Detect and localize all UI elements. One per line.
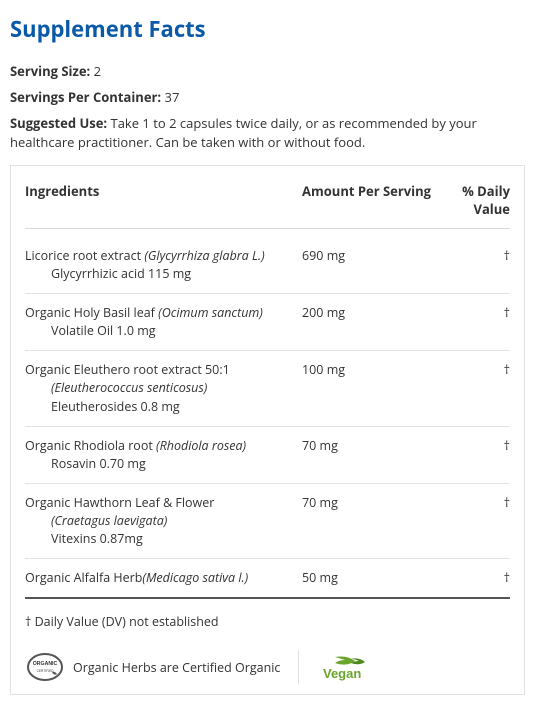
table-row: Licorice root extract (Glycyrrhiza glabr… <box>25 237 510 294</box>
ingredient-name: Organic Holy Basil leaf <box>25 304 158 321</box>
ingredient-latin: (Ocimum sanctum) <box>158 304 263 321</box>
ingredient-latin: (Medicago sativa l.) <box>142 569 248 586</box>
suggested-use-label: Suggested Use: <box>10 114 107 132</box>
organic-cert: ORGANIC CERTIFIED Organic Herbs are Cert… <box>25 650 280 684</box>
ingredient-subline: (Eleutherococcus senticosus) <box>25 379 294 397</box>
ingredient-latin: (Rhodiola rosea) <box>156 437 246 454</box>
ingredient-cell: Organic Eleuthero root extract 50:1(Eleu… <box>25 361 302 415</box>
vegan-cert: Vegan <box>317 653 373 681</box>
amount-cell: 70 mg <box>302 437 452 473</box>
table-row: Organic Holy Basil leaf (Ocimum sanctum)… <box>25 294 510 351</box>
ingredient-subline: Volatile Oil 1.0 mg <box>25 322 294 340</box>
amount-cell: 100 mg <box>302 361 452 415</box>
table-row: Organic Rhodiola root (Rhodiola rosea)Ro… <box>25 427 510 484</box>
dv-cell: † <box>452 437 510 473</box>
ingredient-subline: (Craetagus laevigata) <box>25 512 294 530</box>
dv-cell: † <box>452 494 510 548</box>
ingredient-name: Organic Alfalfa Herb <box>25 569 142 586</box>
header-ingredients: Ingredients <box>25 182 302 218</box>
dv-cell: † <box>452 569 510 587</box>
page-title: Supplement Facts <box>10 14 525 44</box>
amount-cell: 690 mg <box>302 247 452 283</box>
header-dv: % Daily Value <box>452 182 510 218</box>
table-header-row: Ingredients Amount Per Serving % Daily V… <box>25 182 510 229</box>
ingredient-cell: Organic Holy Basil leaf (Ocimum sanctum)… <box>25 304 302 340</box>
dv-cell: † <box>452 361 510 415</box>
certifications-row: ORGANIC CERTIFIED Organic Herbs are Cert… <box>25 644 510 684</box>
ingredient-name: Licorice root extract <box>25 247 144 264</box>
cert-divider <box>298 650 299 684</box>
dv-cell: † <box>452 304 510 340</box>
amount-cell: 70 mg <box>302 494 452 548</box>
dv-footnote: † Daily Value (DV) not established <box>25 599 510 644</box>
ingredient-name: Organic Eleuthero root extract 50:1 <box>25 361 230 378</box>
ingredient-subline: Eleutherosides 0.8 mg <box>25 398 294 416</box>
ingredient-name: Organic Rhodiola root <box>25 437 156 454</box>
servings-per-container-line: Servings Per Container: 37 <box>10 88 525 106</box>
table-row: Organic Alfalfa Herb(Medicago sativa l.)… <box>25 559 510 599</box>
ingredient-name: Organic Hawthorn Leaf & Flower <box>25 494 214 511</box>
servings-per-container-value: 37 <box>165 88 180 106</box>
ingredient-subline: Glycyrrhizic acid 115 mg <box>25 265 294 283</box>
svg-text:ORGANIC: ORGANIC <box>33 661 58 667</box>
organic-cert-text: Organic Herbs are Certified Organic <box>73 659 280 676</box>
serving-size-value: 2 <box>94 62 101 80</box>
serving-size-label: Serving Size: <box>10 62 90 80</box>
ingredient-cell: Organic Rhodiola root (Rhodiola rosea)Ro… <box>25 437 302 473</box>
ingredient-subline: Rosavin 0.70 mg <box>25 455 294 473</box>
dv-cell: † <box>452 247 510 283</box>
table-row: Organic Hawthorn Leaf & Flower(Craetagus… <box>25 484 510 559</box>
header-amount: Amount Per Serving <box>302 182 452 218</box>
amount-cell: 50 mg <box>302 569 452 587</box>
amount-cell: 200 mg <box>302 304 452 340</box>
table-row: Organic Eleuthero root extract 50:1(Eleu… <box>25 351 510 426</box>
suggested-use-line: Suggested Use: Take 1 to 2 capsules twic… <box>10 114 525 150</box>
facts-panel: Ingredients Amount Per Serving % Daily V… <box>10 165 525 696</box>
ingredient-cell: Organic Hawthorn Leaf & Flower(Craetagus… <box>25 494 302 548</box>
ingredient-cell: Licorice root extract (Glycyrrhiza glabr… <box>25 247 302 283</box>
serving-size-line: Serving Size: 2 <box>10 62 525 80</box>
ingredient-cell: Organic Alfalfa Herb(Medicago sativa l.) <box>25 569 302 587</box>
ingredient-subline: Vitexins 0.87mg <box>25 530 294 548</box>
servings-per-container-label: Servings Per Container: <box>10 88 161 106</box>
vegan-text: Vegan <box>323 666 361 681</box>
vegan-icon: Vegan <box>317 653 373 681</box>
organic-icon: ORGANIC CERTIFIED <box>25 650 65 684</box>
ingredient-latin: (Glycyrrhiza glabra L.) <box>144 247 264 264</box>
svg-text:CERTIFIED: CERTIFIED <box>37 669 54 673</box>
